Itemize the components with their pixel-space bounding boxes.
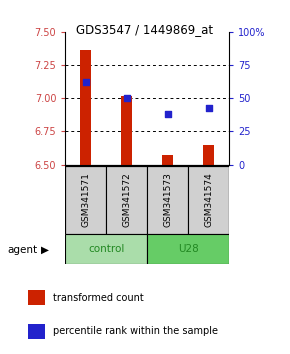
Bar <box>80 50 91 165</box>
Point <box>165 111 170 117</box>
Bar <box>28 324 45 339</box>
Bar <box>147 234 229 264</box>
Bar <box>28 290 45 305</box>
Text: U28: U28 <box>178 244 199 254</box>
Bar <box>162 155 173 165</box>
Point <box>84 79 88 85</box>
Text: GDS3547 / 1449869_at: GDS3547 / 1449869_at <box>77 23 213 36</box>
Bar <box>121 96 133 165</box>
Text: GSM341571: GSM341571 <box>81 172 90 228</box>
Text: control: control <box>88 244 124 254</box>
Bar <box>203 145 214 165</box>
Text: GSM341572: GSM341572 <box>122 173 131 227</box>
Bar <box>147 166 188 234</box>
Bar <box>106 166 147 234</box>
Text: GSM341574: GSM341574 <box>204 173 213 227</box>
Bar <box>188 166 229 234</box>
Point <box>124 96 129 101</box>
Text: transformed count: transformed count <box>52 293 143 303</box>
Bar <box>65 166 106 234</box>
Text: percentile rank within the sample: percentile rank within the sample <box>52 326 218 336</box>
Text: agent: agent <box>7 245 37 255</box>
Text: GSM341573: GSM341573 <box>163 172 172 228</box>
Point <box>206 105 211 110</box>
Text: ▶: ▶ <box>41 245 49 255</box>
Bar <box>65 234 147 264</box>
